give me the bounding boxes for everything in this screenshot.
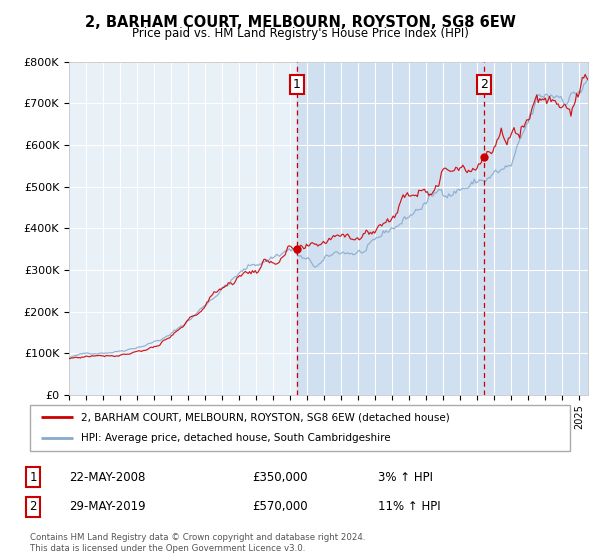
- Text: £570,000: £570,000: [252, 500, 308, 514]
- Text: 1: 1: [29, 470, 37, 484]
- Text: 29-MAY-2019: 29-MAY-2019: [69, 500, 146, 514]
- Text: 2: 2: [480, 78, 488, 91]
- Text: 11% ↑ HPI: 11% ↑ HPI: [378, 500, 440, 514]
- Text: 2, BARHAM COURT, MELBOURN, ROYSTON, SG8 6EW (detached house): 2, BARHAM COURT, MELBOURN, ROYSTON, SG8 …: [82, 412, 450, 422]
- Text: 22-MAY-2008: 22-MAY-2008: [69, 470, 145, 484]
- Text: 1: 1: [293, 78, 301, 91]
- Text: 3% ↑ HPI: 3% ↑ HPI: [378, 470, 433, 484]
- Bar: [296, 62, 588, 395]
- Text: £350,000: £350,000: [252, 470, 308, 484]
- Text: Contains HM Land Registry data © Crown copyright and database right 2024.
This d: Contains HM Land Registry data © Crown c…: [30, 534, 365, 553]
- Text: 2, BARHAM COURT, MELBOURN, ROYSTON, SG8 6EW: 2, BARHAM COURT, MELBOURN, ROYSTON, SG8 …: [85, 15, 515, 30]
- Text: 2: 2: [29, 500, 37, 514]
- Text: Price paid vs. HM Land Registry's House Price Index (HPI): Price paid vs. HM Land Registry's House …: [131, 27, 469, 40]
- Text: HPI: Average price, detached house, South Cambridgeshire: HPI: Average price, detached house, Sout…: [82, 433, 391, 444]
